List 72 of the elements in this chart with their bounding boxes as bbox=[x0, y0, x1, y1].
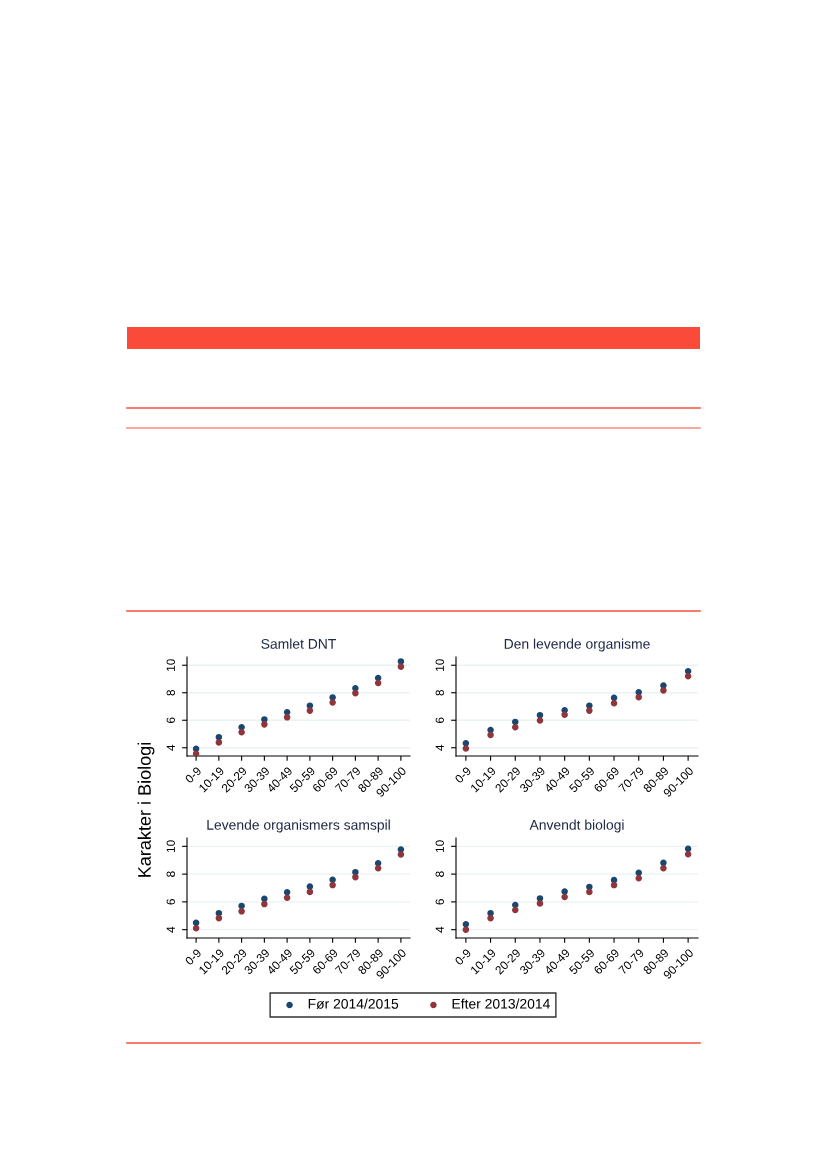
y-tick-label: 8 bbox=[166, 871, 175, 877]
point bbox=[192, 925, 200, 932]
y-tick-label: 10 bbox=[166, 840, 175, 852]
point bbox=[684, 672, 692, 680]
point bbox=[192, 750, 200, 756]
y-tick-label: 8 bbox=[166, 689, 175, 696]
point bbox=[536, 717, 544, 724]
y-tick-label: 6 bbox=[166, 717, 175, 723]
point bbox=[610, 699, 618, 707]
y-tick-label: 6 bbox=[435, 899, 444, 905]
y-tick-label: 10 bbox=[435, 659, 444, 671]
point bbox=[306, 888, 314, 896]
point bbox=[462, 745, 470, 752]
point bbox=[283, 714, 291, 721]
y-tick-label: 6 bbox=[166, 899, 175, 905]
point bbox=[660, 687, 667, 694]
point bbox=[684, 850, 692, 858]
point bbox=[238, 902, 245, 910]
point bbox=[215, 914, 223, 922]
chart-title: Anvendt biologi bbox=[529, 819, 624, 833]
point bbox=[397, 663, 405, 670]
point bbox=[512, 724, 519, 731]
y-tick-label: 4 bbox=[435, 744, 444, 751]
point bbox=[261, 900, 268, 908]
point bbox=[561, 893, 568, 901]
point bbox=[660, 865, 667, 872]
y-tick-label: 8 bbox=[435, 871, 444, 877]
y-tick-label: 4 bbox=[166, 926, 175, 933]
y-tick-label: 8 bbox=[435, 689, 444, 696]
legend-label: Efter 2013/2014 bbox=[452, 998, 550, 1009]
point bbox=[261, 721, 268, 728]
point bbox=[329, 699, 336, 706]
point bbox=[660, 859, 667, 867]
y-tick-label: 10 bbox=[166, 659, 175, 671]
point bbox=[306, 707, 314, 714]
y-axis-title: Karakter i Biologi bbox=[137, 742, 155, 877]
x-tick-label: 0-9 bbox=[454, 948, 472, 966]
point bbox=[329, 881, 336, 889]
point bbox=[215, 739, 223, 746]
point bbox=[352, 689, 359, 697]
y-tick-label: 6 bbox=[435, 717, 444, 723]
chart-title: Den levende organisme bbox=[504, 638, 650, 652]
legend-label: Før 2014/2015 bbox=[308, 998, 399, 1009]
x-tick-label: 0-9 bbox=[454, 766, 472, 784]
chart-title: Samlet DNT bbox=[261, 638, 336, 649]
point bbox=[397, 851, 405, 858]
point bbox=[610, 881, 618, 889]
point bbox=[306, 883, 314, 890]
point bbox=[238, 908, 245, 915]
point bbox=[512, 906, 519, 914]
y-tick-label: 4 bbox=[166, 744, 175, 751]
point bbox=[374, 865, 382, 872]
chart-title: Levende organismers samspil bbox=[207, 819, 390, 833]
point bbox=[487, 914, 494, 922]
point bbox=[635, 875, 642, 882]
point bbox=[352, 873, 359, 881]
point bbox=[536, 900, 544, 907]
point bbox=[283, 889, 291, 896]
point bbox=[374, 679, 382, 687]
x-tick-label: 0-9 bbox=[184, 766, 202, 784]
point bbox=[561, 888, 568, 895]
y-tick-label: 4 bbox=[435, 926, 444, 933]
point bbox=[462, 926, 470, 933]
point bbox=[586, 707, 593, 714]
y-tick-label: 10 bbox=[435, 840, 444, 852]
point bbox=[586, 888, 593, 896]
point bbox=[635, 693, 642, 701]
point bbox=[238, 728, 245, 736]
x-tick-label: 0-9 bbox=[184, 948, 202, 966]
point bbox=[487, 731, 494, 739]
point bbox=[561, 711, 568, 719]
point bbox=[283, 894, 291, 901]
